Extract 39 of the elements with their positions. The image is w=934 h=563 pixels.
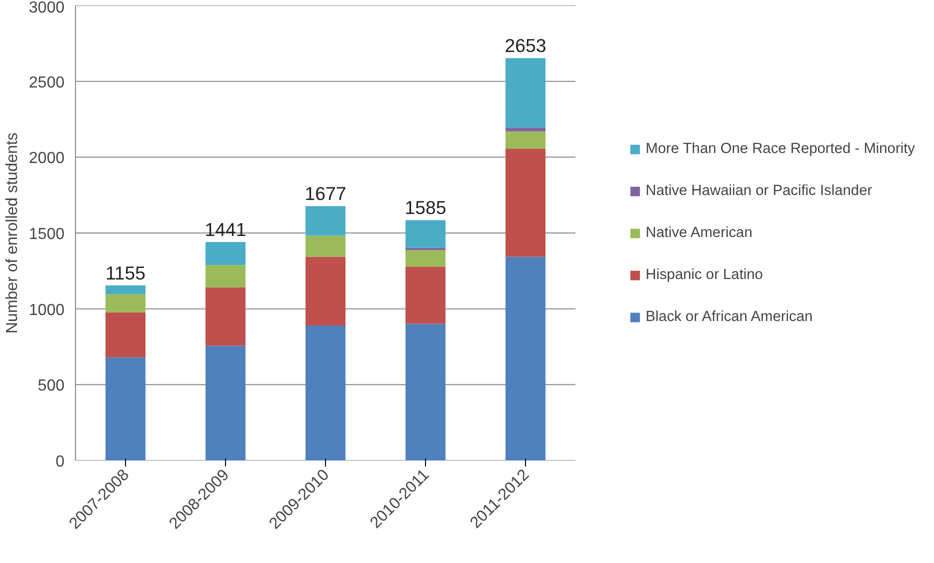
total-label: 2653: [504, 35, 546, 56]
bar: [306, 236, 346, 257]
bar: [306, 256, 346, 326]
bar: [106, 285, 146, 294]
bar: [506, 128, 546, 132]
y-tick-label: 0: [56, 454, 65, 470]
legend-label: More Than One Race Reported - Minority: [646, 140, 915, 156]
bar: [106, 312, 146, 358]
legend-label: Native American: [646, 224, 752, 240]
bar: [406, 220, 446, 248]
bar: [406, 266, 446, 324]
legend-label: Black or African American: [646, 308, 813, 324]
total-label: 1155: [105, 262, 146, 284]
bar: [406, 324, 446, 460]
total-label: 1441: [204, 218, 246, 240]
bar: [206, 346, 246, 460]
bar: [206, 287, 246, 346]
legend-label: Hispanic or Latino: [646, 266, 763, 282]
bar: [406, 250, 446, 267]
y-tick-label: 2000: [28, 150, 65, 168]
total-label: 1585: [404, 197, 446, 218]
bar: [506, 58, 546, 128]
bar: [306, 206, 346, 236]
bar: [506, 256, 546, 460]
bar: [206, 242, 246, 266]
y-axis-title: Number of enrolled students: [4, 132, 21, 334]
bar: [106, 294, 146, 312]
bar: [206, 265, 246, 288]
bar: [306, 326, 346, 460]
bar: [506, 148, 546, 257]
y-tick-label: 500: [38, 378, 65, 395]
y-tick-label: 3000: [28, 0, 65, 16]
bar: [506, 131, 546, 149]
y-tick-label: 1500: [28, 226, 65, 243]
y-tick-label: 1000: [28, 302, 65, 319]
legend-label: Native Hawaiian or Pacific Islander: [646, 182, 872, 198]
bar: [106, 357, 146, 460]
total-label: 1677: [304, 183, 346, 204]
y-tick-label: 2500: [28, 74, 65, 92]
